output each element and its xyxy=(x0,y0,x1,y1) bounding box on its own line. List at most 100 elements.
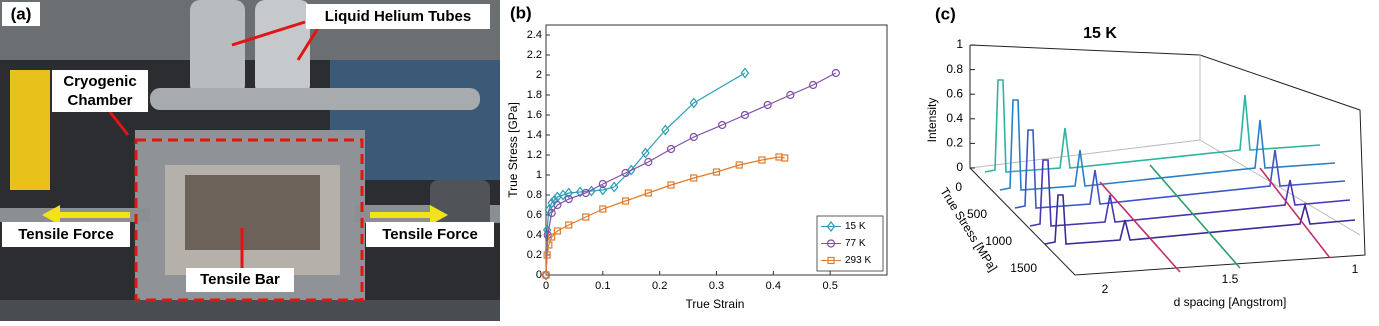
y-tick-label: 0.8 xyxy=(527,189,542,201)
marker xyxy=(564,194,573,204)
z-tick-label: 1 xyxy=(956,37,963,51)
marker xyxy=(547,197,556,209)
x-tick-label: 2 xyxy=(1102,282,1109,296)
marker xyxy=(763,100,772,110)
marker xyxy=(547,208,556,218)
marker xyxy=(641,147,650,159)
y-tick-label: 2 xyxy=(536,69,542,81)
marker xyxy=(545,241,553,249)
z-tick-label: 0.6 xyxy=(946,86,963,100)
waterfall-chart: (c) 15 K Intensity True Stress [MPa] d s… xyxy=(925,4,1366,309)
x-tick-label: 0.4 xyxy=(766,280,781,292)
line-chart: (b) True Strain True Stress [GPa] 0 0.2 0.… xyxy=(506,3,888,311)
marker xyxy=(543,230,552,240)
y-tick-label: 1000 xyxy=(985,234,1012,248)
y-tick-label: 500 xyxy=(967,207,987,221)
marker xyxy=(599,205,607,213)
legend-label: 293 K xyxy=(845,255,871,266)
y-tick-label: 1 xyxy=(536,169,542,181)
y-tick-label: 0.2 xyxy=(527,249,542,261)
marker xyxy=(553,200,562,210)
marker xyxy=(786,90,795,100)
photo-label: Cryogenic xyxy=(63,73,136,90)
photo: (a) Liquid Helium Tubes Cryogenic Chambe… xyxy=(0,0,500,321)
legend-label: 77 K xyxy=(845,238,866,249)
marker xyxy=(661,124,670,136)
legend-marker xyxy=(826,239,836,248)
marker xyxy=(543,251,551,259)
z-tick-label: 0.2 xyxy=(946,136,963,150)
panel-label: (b) xyxy=(510,3,532,22)
z-tick-label: 0.4 xyxy=(946,111,963,125)
marker xyxy=(740,67,750,79)
marker xyxy=(564,187,573,199)
marker xyxy=(541,269,551,281)
marker xyxy=(598,179,607,189)
series-line xyxy=(545,72,746,276)
y-tick-label: 0.4 xyxy=(527,229,542,241)
x-axis-label: True Strain xyxy=(686,297,745,311)
marker xyxy=(548,233,556,241)
marker xyxy=(735,161,743,169)
y-tick-label: 1.8 xyxy=(527,89,542,101)
marker xyxy=(689,132,698,142)
x-tick-label: 0.1 xyxy=(595,280,610,292)
y-tick-label: 1.6 xyxy=(527,109,542,121)
y-tick-label: 2.2 xyxy=(527,49,542,61)
marker xyxy=(712,168,721,176)
marker xyxy=(553,227,561,235)
marker xyxy=(550,194,559,206)
y-tick-label: 1500 xyxy=(1010,261,1037,275)
marker xyxy=(575,186,585,198)
y-axis-label: True Stress [GPa] xyxy=(506,102,520,198)
marker xyxy=(609,181,619,193)
marker xyxy=(781,154,789,162)
photo-label: Liquid Helium Tubes xyxy=(325,8,471,25)
legend-marker xyxy=(826,221,836,232)
photo-label: Tensile Bar xyxy=(200,271,280,288)
panel-label: (a) xyxy=(11,4,32,23)
marker xyxy=(598,184,608,196)
legend-label: 15 K xyxy=(845,221,866,232)
y-tick-label: 0 xyxy=(955,180,962,194)
marker xyxy=(644,189,652,197)
marker xyxy=(581,188,590,198)
marker xyxy=(758,156,766,164)
x-tick-label: 1 xyxy=(1352,262,1359,276)
series-line xyxy=(545,156,785,276)
marker xyxy=(644,157,653,167)
marker xyxy=(587,185,596,197)
x-tick-label: 1.5 xyxy=(1222,272,1239,286)
x-axis-label: d spacing [Angstrom] xyxy=(1174,295,1287,309)
z-tick-label: 0 xyxy=(956,160,963,174)
photo-label: Tensile Force xyxy=(382,226,478,243)
marker xyxy=(621,197,630,205)
marker xyxy=(689,97,699,109)
marker xyxy=(542,271,550,279)
photo-label: Tensile Force xyxy=(18,226,114,243)
y-tick-label: 1.4 xyxy=(527,129,542,141)
marker xyxy=(666,144,676,154)
x-tick-label: 0.3 xyxy=(709,280,724,292)
x-tick-label: 0.2 xyxy=(652,280,667,292)
panel-label: (c) xyxy=(935,4,956,23)
photo-label: Chamber xyxy=(67,92,132,109)
y-axis-label: True Stress [MPa] xyxy=(937,185,1000,274)
marker xyxy=(582,213,590,221)
z-tick-label: 0.8 xyxy=(946,62,963,76)
y-tick-label: 1.2 xyxy=(527,149,542,161)
y-tick-label: 0 xyxy=(536,269,542,281)
marker xyxy=(718,120,727,130)
y-tick-label: 0.6 xyxy=(527,209,542,221)
marker xyxy=(565,221,573,229)
marker xyxy=(667,181,675,189)
x-tick-label: 0.5 xyxy=(823,280,838,292)
y-tick-label: 2.4 xyxy=(527,29,542,41)
marker xyxy=(621,168,630,178)
x-tick-label: 0 xyxy=(543,280,549,292)
marker xyxy=(690,174,698,182)
legend-marker xyxy=(827,256,835,265)
chart-title: 15 K xyxy=(1083,25,1117,42)
z-axis-label: Intensity xyxy=(925,98,939,143)
